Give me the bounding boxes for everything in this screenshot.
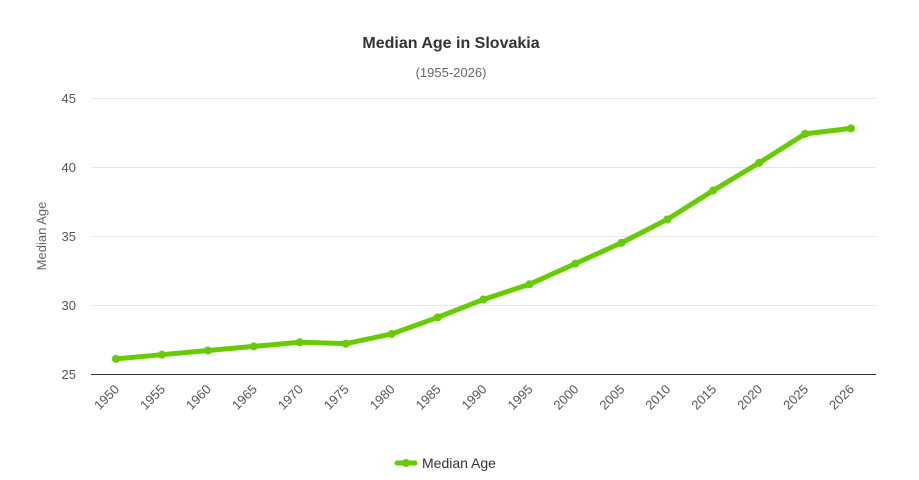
x-tick-label: 1950 — [91, 382, 122, 413]
legend-label: Median Age — [422, 455, 496, 471]
x-tick-label: 1995 — [505, 382, 536, 413]
data-point[interactable] — [387, 329, 396, 338]
data-point[interactable] — [341, 339, 350, 348]
data-point[interactable] — [617, 238, 626, 247]
y-axis-label: Median Age — [34, 202, 49, 271]
data-point[interactable] — [663, 215, 672, 224]
data-point[interactable] — [709, 186, 718, 195]
data-point[interactable] — [525, 280, 534, 289]
series-line-median-age — [113, 125, 854, 362]
data-point[interactable] — [112, 354, 120, 363]
x-tick-label: 1960 — [183, 382, 214, 413]
x-tick-label: 1970 — [275, 382, 306, 413]
x-tick-label: 1985 — [413, 382, 444, 413]
y-tick-label: 45 — [62, 91, 76, 106]
data-point[interactable] — [571, 259, 580, 268]
x-tick-label: 2026 — [826, 382, 857, 413]
legend-marker-icon — [402, 459, 410, 467]
data-point[interactable] — [801, 129, 810, 138]
data-point[interactable] — [157, 350, 166, 359]
x-tick-label: 1955 — [137, 382, 168, 413]
data-point[interactable] — [249, 342, 258, 351]
x-tick-label: 2010 — [642, 382, 673, 413]
y-tick-label: 35 — [62, 229, 76, 244]
data-point[interactable] — [433, 313, 442, 322]
y-tick-label: 30 — [62, 298, 76, 313]
y-tick-label: 40 — [62, 160, 76, 175]
data-point[interactable] — [479, 295, 488, 304]
x-tick-label: 2000 — [550, 382, 581, 413]
data-point[interactable] — [755, 158, 764, 167]
x-tick-label: 2020 — [734, 382, 765, 413]
chart-title: Median Age in Slovakia — [362, 35, 539, 52]
x-tick-label: 1990 — [459, 382, 490, 413]
x-tick-label: 2005 — [596, 382, 627, 413]
data-point[interactable] — [203, 346, 212, 355]
x-tick-label: 1965 — [229, 382, 260, 413]
data-point[interactable] — [847, 124, 855, 133]
x-tick-label: 2015 — [688, 382, 719, 413]
x-tick-label: 2025 — [780, 382, 811, 413]
x-tick-label: 1975 — [321, 382, 352, 413]
chart-subtitle: (1955-2026) — [416, 65, 487, 80]
y-tick-label: 25 — [62, 367, 76, 382]
legend-item-median-age[interactable]: Median Age — [394, 455, 496, 471]
x-tick-label: 1980 — [367, 382, 398, 413]
data-point[interactable] — [295, 338, 304, 347]
